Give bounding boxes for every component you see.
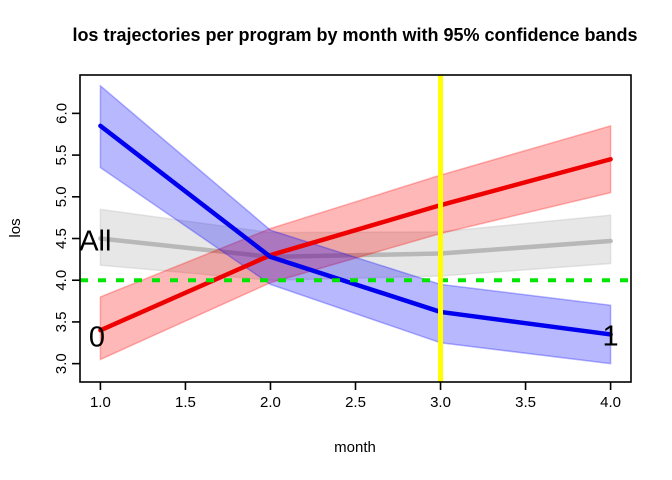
all-programs-label: All xyxy=(79,225,111,257)
x-axis-tick-label: 3.5 xyxy=(515,394,536,411)
y-axis-tick-label: 6.0 xyxy=(53,103,70,124)
y-axis-tick-label: 5.5 xyxy=(53,145,70,166)
program-1-confidence-band xyxy=(99,84,612,365)
all-programs-trajectory-line xyxy=(98,236,613,260)
program-0-label: 0 xyxy=(89,321,105,353)
program-0-confidence-band xyxy=(99,124,612,361)
x-axis-tick-label: 4.0 xyxy=(600,394,621,411)
x-axis-tick-label: 2.5 xyxy=(345,394,366,411)
program-0-trajectory-line xyxy=(98,157,613,333)
x-axis-title: month xyxy=(334,439,376,456)
x-axis-tick-label: 3.0 xyxy=(430,394,451,411)
plot-area: 1.0 1.5 2.0 2.5 3.0 3.5 4.0 3.0 3.5 4.0 4.5 5.0 5.5 6… xyxy=(53,74,632,411)
x-axis-tick-label: 2.0 xyxy=(260,394,281,411)
y-axis-tick-label: 3.0 xyxy=(53,353,70,374)
plot-border-box xyxy=(79,74,632,383)
all-programs-confidence-band xyxy=(99,208,612,281)
y-axis-title: los xyxy=(7,218,24,237)
chart-title: los trajectories per program by month wi… xyxy=(72,25,637,45)
program-1-trajectory-line xyxy=(98,123,613,337)
y-axis-tick-label: 3.5 xyxy=(53,312,70,333)
program-1-label: 1 xyxy=(603,320,619,352)
y-axis-tick-label: 4.0 xyxy=(53,270,70,291)
x-axis-tick-label: 1.5 xyxy=(175,394,196,411)
y-axis-tick-label: 5.0 xyxy=(53,186,70,207)
x-axis-tick-label: 1.0 xyxy=(90,394,111,411)
y-axis-tick-label: 4.5 xyxy=(53,228,70,249)
